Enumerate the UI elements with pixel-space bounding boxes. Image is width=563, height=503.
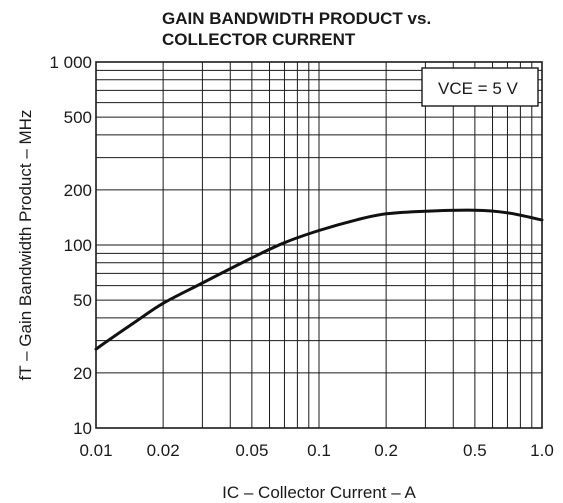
y-tick-label: 200: [64, 181, 92, 200]
x-tick-label: 0.1: [307, 441, 331, 460]
y-axis-label: fT – Gain Bandwidth Product – MHz: [16, 110, 35, 381]
x-axis-label: IC – Collector Current – A: [222, 483, 416, 502]
series-line: [94, 208, 544, 351]
x-tick-label: 0.5: [463, 441, 487, 460]
chart-title-line-1: GAIN BANDWIDTH PRODUCT vs.: [162, 9, 431, 28]
y-tick-label: 20: [73, 364, 92, 383]
annotation-box: [421, 67, 539, 107]
vce-annotation: VCE = 5 V: [438, 79, 519, 98]
x-tick-label: 1.0: [530, 441, 554, 460]
y-tick-label: 100: [64, 236, 92, 255]
chart-title-line-2: COLLECTOR CURRENT: [162, 30, 356, 49]
x-tick-label: 0.02: [147, 441, 180, 460]
y-tick-label: 500: [64, 108, 92, 127]
x-tick-label: 0.01: [79, 441, 112, 460]
x-tick-label: 0.2: [374, 441, 398, 460]
y-tick-label: 1 000: [49, 53, 92, 72]
plot-frame: [95, 61, 543, 429]
y-tick-label: 50: [73, 291, 92, 310]
grid: [96, 62, 542, 428]
tick-labels: 0.01 0.02 0.05 0.1 0.2 0.5 1.0 10 20 50 100 200 500 1…: [49, 53, 553, 460]
x-tick-label: 0.05: [235, 441, 268, 460]
y-tick-label: 10: [73, 419, 92, 438]
